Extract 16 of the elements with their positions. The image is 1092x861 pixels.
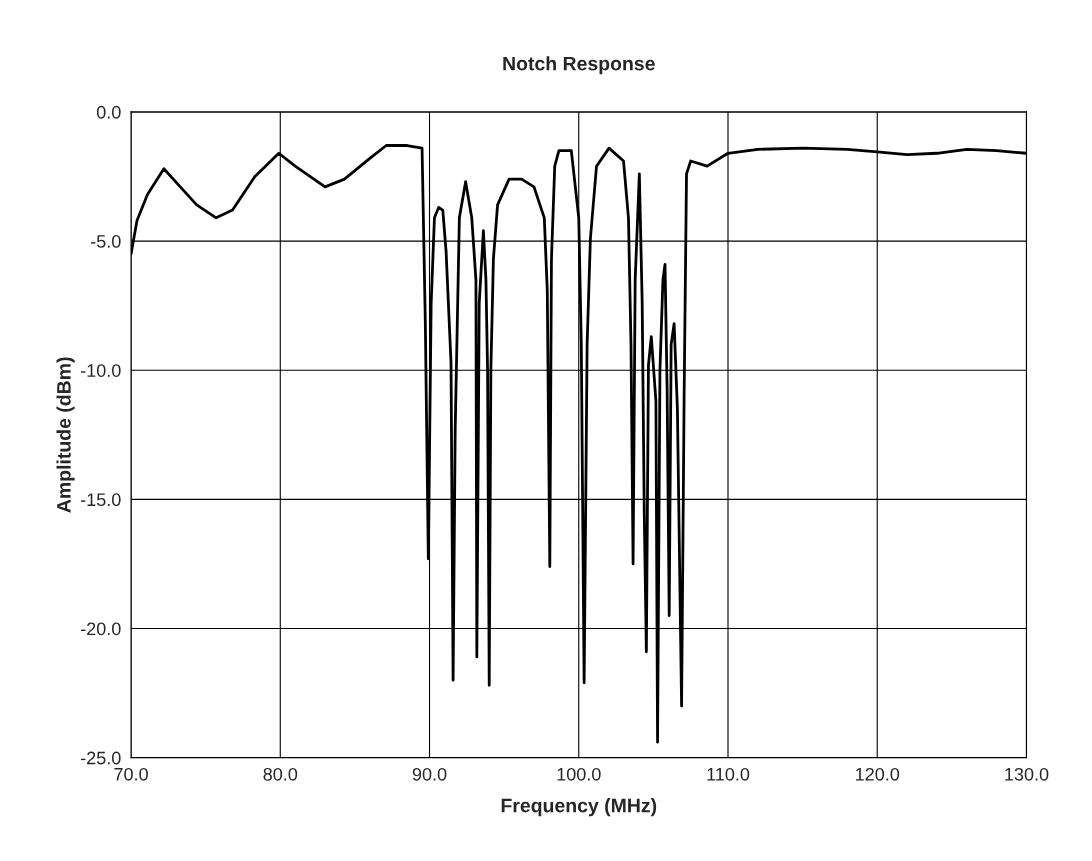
y-tick-label: -10.0 — [80, 364, 121, 377]
y-axis-title: Amplitude (dBm) — [56, 357, 75, 513]
x-tick-label: 90.0 — [412, 767, 447, 781]
x-tick-label: 70.0 — [114, 767, 148, 781]
x-tick-label: 80.0 — [263, 767, 298, 781]
y-tick-label: -5.0 — [91, 235, 121, 248]
x-tick-label: 130.0 — [1005, 767, 1049, 781]
y-tick-label: -25.0 — [80, 751, 121, 765]
y-tick-label: 0.0 — [96, 105, 121, 119]
x-tick-label: 120.0 — [856, 767, 900, 781]
y-tick-label: -15.0 — [80, 493, 121, 507]
y-tick-label: -20.0 — [80, 622, 121, 636]
x-tick-label: 100.0 — [557, 767, 601, 781]
x-axis-title: Frequency (MHz) — [501, 798, 657, 817]
x-tick-label: 110.0 — [707, 767, 750, 781]
chart-title: Notch Response — [503, 56, 655, 75]
